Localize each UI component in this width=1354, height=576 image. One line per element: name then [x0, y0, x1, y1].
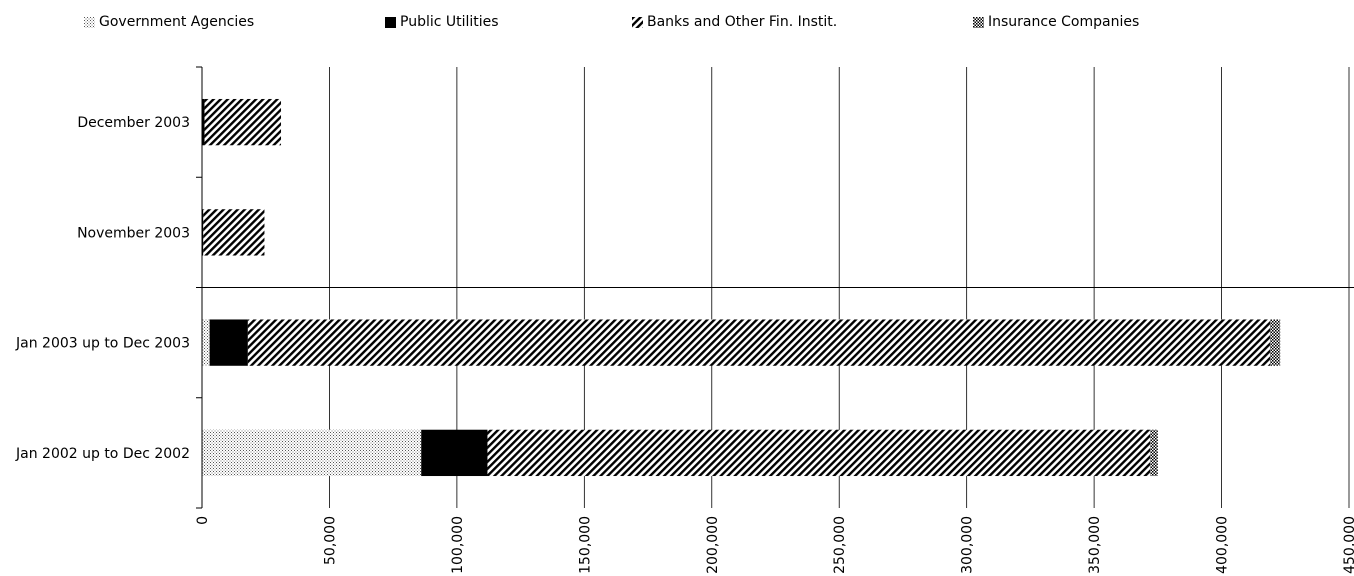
- y-tick-label: November 2003: [77, 225, 190, 241]
- legend-label: Banks and Other Fin. Instit.: [647, 14, 838, 30]
- diagonal-swatch-icon: [632, 16, 643, 28]
- bar-segment: [1150, 429, 1158, 477]
- x-tick-label: 0: [195, 516, 211, 525]
- legend-item-government-agencies: Government Agencies: [84, 14, 254, 30]
- x-tick-label: 50,000: [322, 516, 338, 565]
- bar-segment: [421, 429, 488, 477]
- x-tick-label: 200,000: [705, 516, 721, 574]
- bar-segment: [202, 209, 204, 256]
- bar-segment: [487, 429, 1151, 477]
- bar-segment: [202, 319, 210, 366]
- x-tick-label: 350,000: [1087, 516, 1103, 574]
- x-tick-label: 150,000: [577, 516, 593, 574]
- legend-item-public-utilities: Public Utilities: [385, 14, 499, 30]
- dots-swatch-icon: [84, 16, 95, 28]
- legend-label: Public Utilities: [400, 14, 499, 30]
- checker-swatch-icon: [973, 16, 984, 28]
- bar-segment: [247, 319, 1270, 366]
- x-tick-label: 300,000: [960, 516, 976, 574]
- y-tick-label: Jan 2002 up to Dec 2002: [15, 446, 190, 462]
- x-tick-label: 100,000: [450, 516, 466, 574]
- bar-segment: [1269, 319, 1281, 366]
- legend-label: Government Agencies: [99, 14, 255, 30]
- bar-segment: [203, 209, 265, 256]
- y-tick-label: December 2003: [77, 115, 190, 131]
- legend-item-banks: Banks and Other Fin. Instit.: [632, 14, 837, 30]
- bars: [202, 98, 1281, 477]
- y-tick-label: Jan 2003 up to Dec 2003: [15, 336, 190, 352]
- solid-swatch-icon: [385, 16, 396, 28]
- axes: December 2003 November 2003 Jan 2003 up to…: [15, 66, 1354, 574]
- bar-segment: [202, 429, 422, 477]
- x-tick-label: 250,000: [832, 516, 848, 574]
- bar-segment: [204, 98, 282, 146]
- legend: Government Agencies Public Utilities Ban…: [0, 14, 1354, 36]
- legend-label: Insurance Companies: [988, 14, 1140, 30]
- x-tick-label: 400,000: [1215, 516, 1231, 574]
- legend-item-insurance-companies: Insurance Companies: [973, 14, 1139, 30]
- bar-segment: [209, 319, 248, 366]
- x-tick-label: 450,000: [1342, 516, 1354, 574]
- bar-segment: [202, 98, 205, 146]
